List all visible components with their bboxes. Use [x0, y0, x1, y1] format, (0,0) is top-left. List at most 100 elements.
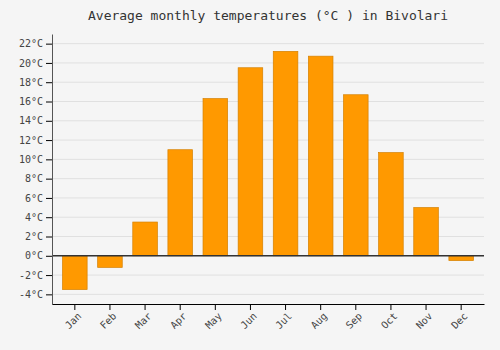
bar [238, 68, 263, 256]
y-tick-label: 10°C [19, 154, 43, 165]
bar [273, 51, 298, 255]
y-tick-mark [46, 140, 52, 141]
grid [52, 44, 484, 295]
x-tick-mark [355, 304, 356, 310]
grid-line [52, 178, 484, 179]
x-tick-mark [74, 304, 75, 310]
plot-area: -4°C -2°C 0°C 2°C 4°C 6°C 8°C 10°C 12°C 14°C 16°C 1… [19, 35, 485, 331]
grid-line [52, 82, 484, 83]
x-tick-label: Apr [168, 310, 189, 331]
y-tick-label: 4°C [25, 212, 43, 223]
grid-line [52, 255, 484, 256]
grid-line [52, 62, 484, 63]
x-tick: Feb [98, 304, 119, 331]
x-tick: Oct [379, 304, 400, 331]
x-tick-label: Feb [98, 310, 119, 331]
x-tick-mark [426, 304, 427, 310]
y-tick-mark [46, 102, 52, 103]
y-tick-label: -4°C [19, 289, 43, 300]
y-tick: -4°C [19, 289, 52, 300]
bar [133, 222, 158, 256]
x-tick: Jan [63, 304, 84, 331]
x-tick: Mar [133, 304, 154, 331]
x-tick: Sep [344, 304, 365, 331]
y-tick-label: 14°C [19, 115, 43, 126]
x-tick: Jul [273, 304, 294, 331]
grid-line [52, 43, 484, 44]
y-tick: 4°C [25, 212, 52, 223]
x-tick: Aug [309, 304, 330, 331]
x-tick-mark [180, 304, 181, 310]
bar [379, 153, 404, 256]
grid-line [52, 294, 484, 295]
x-tick-mark [215, 304, 216, 310]
y-tick-mark [46, 44, 52, 45]
y-tick-label: 6°C [25, 193, 43, 204]
y-tick-mark [46, 82, 52, 83]
y-tick-mark [46, 217, 52, 218]
grid-line [52, 197, 484, 198]
x-tick-label: Mar [133, 310, 154, 331]
x-tick-label: Jul [273, 310, 294, 331]
bar [344, 95, 369, 256]
y-tick: 14°C [19, 115, 52, 126]
y-tick: 16°C [19, 96, 52, 107]
y-tick: 18°C [19, 77, 52, 88]
x-tick-label: May [203, 310, 224, 331]
x-tick: Jun [238, 304, 259, 331]
x-tick-mark [145, 304, 146, 310]
x-tick-mark [109, 304, 110, 310]
y-tick-mark [46, 198, 52, 199]
y-tick-mark [46, 179, 52, 180]
x-tick-mark [250, 304, 251, 310]
y-axis-line [52, 35, 53, 305]
y-tick-label: 12°C [19, 135, 43, 146]
chart-svg: -4°C -2°C 0°C 2°C 4°C 6°C 8°C 10°C 12°C 14°C 16°C 1… [0, 0, 500, 350]
y-tick: 20°C [19, 58, 52, 69]
chart-title: Average monthly temperatures (°C ) in Bi… [88, 8, 448, 23]
zero-line [52, 255, 484, 257]
y-tick-mark [46, 63, 52, 64]
bars [63, 51, 474, 289]
x-tick-mark [285, 304, 286, 310]
bar [308, 56, 333, 256]
x-tick: Apr [168, 304, 189, 331]
y-tick: -2°C [19, 270, 52, 281]
y-tick-label: 22°C [19, 38, 43, 49]
y-tick-mark [46, 159, 52, 160]
y-tick-mark [46, 294, 52, 295]
x-tick-mark [320, 304, 321, 310]
x-tick-label: Jun [238, 310, 259, 331]
x-tick-label: Oct [379, 310, 400, 331]
bar [168, 150, 193, 256]
x-tick: May [203, 304, 224, 331]
y-tick: 2°C [25, 231, 52, 242]
bar [63, 256, 88, 290]
y-tick-label: 0°C [25, 250, 43, 261]
y-tick: 0°C [25, 250, 52, 261]
y-tick: 8°C [25, 173, 52, 184]
x-tick-label: Nov [414, 310, 435, 331]
y-tick: 12°C [19, 135, 52, 146]
y-tick-label: 2°C [25, 231, 43, 242]
y-tick: 22°C [19, 38, 52, 49]
x-tick-label: Aug [309, 310, 330, 331]
y-tick-label: 20°C [19, 58, 43, 69]
bar [414, 208, 439, 256]
x-tick-label: Jan [63, 310, 84, 331]
x-axis-line [53, 304, 485, 305]
grid-line [52, 159, 484, 160]
grid-line [52, 120, 484, 121]
x-tick-mark [390, 304, 391, 310]
y-tick: 10°C [19, 154, 52, 165]
y-tick-mark [46, 237, 52, 238]
y-tick-label: 8°C [25, 173, 43, 184]
chart-container: -4°C -2°C 0°C 2°C 4°C 6°C 8°C 10°C 12°C 14°C 16°C 1… [0, 0, 500, 350]
grid-line [52, 140, 484, 141]
bar [203, 99, 228, 256]
grid-line [52, 101, 484, 102]
x-tick-label: Dec [449, 310, 470, 331]
x-tick: Dec [449, 304, 470, 331]
y-tick-label: -2°C [19, 270, 43, 281]
x-tick: Nov [414, 304, 435, 331]
